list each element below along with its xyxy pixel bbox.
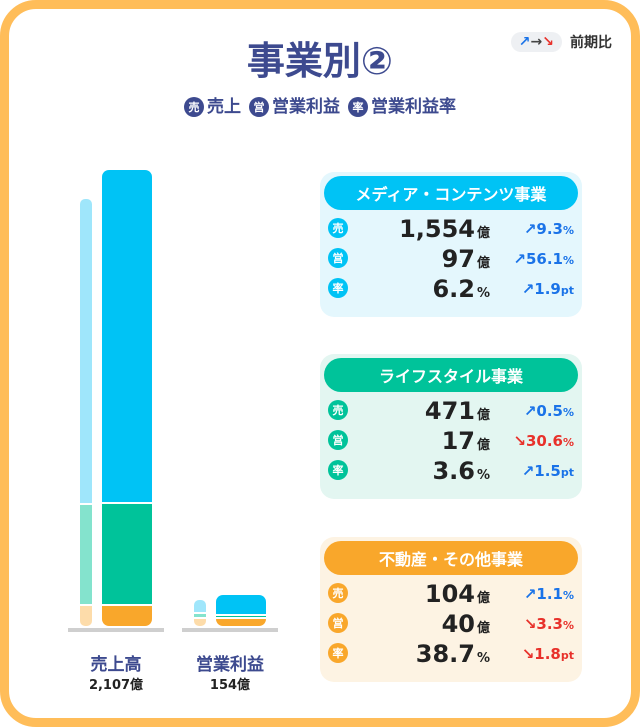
segment-title: メディア・コンテンツ事業 [324,176,578,210]
metric-row: 売 471 億 ↗0.5% [320,396,582,426]
bar-op-current-lifestyle [216,615,266,618]
metric-change: ↘3.3% [523,615,574,633]
metric-value: 3.6% [432,457,490,485]
segment-title: ライフスタイル事業 [324,358,578,392]
metric-badge-icon: 率 [328,278,348,298]
trend-arrows-icon: ↗→↘ [510,32,562,52]
metric-value: 17 億 [441,427,490,455]
arrow-up-icon: ↗ [513,250,526,268]
metric-value: 6.2% [432,275,490,303]
metric-change: ↗1.1% [523,585,574,603]
axis-baseline [182,628,278,632]
segment-panel-other: 不動産・その他事業 売 104 億 ↗1.1% 営 40 億 ↘3.3% 率 38.… [320,537,582,682]
bar-sales-current-other [102,605,152,626]
metric-value: 471 億 [424,397,490,425]
segment-title: 不動産・その他事業 [324,541,578,575]
metric-row: 率 3.6% ↗1.5pt [320,456,582,486]
metric-row: 営 40 億 ↘3.3% [320,609,582,639]
compare-label: 前期比 [570,35,612,51]
metric-badge-icon: 営 [328,248,348,268]
bar-sales-prev-media [80,199,92,504]
bar-op-current-media [216,594,266,614]
arrow-down-icon: ↘ [523,615,537,633]
bar-op-prev-other [194,619,206,626]
bar-sales-current-lifestyle [102,504,152,604]
sales-badge-icon: 売 [184,97,204,117]
metric-change: ↘1.8pt [521,645,574,663]
metric-badge-icon: 売 [328,400,348,420]
bar-sales-prev-lifestyle [80,505,92,604]
metric-value: 40 億 [441,610,490,638]
metric-change: ↗1.9pt [521,280,574,298]
compare-legend: ↗→↘ 前期比 [510,32,612,52]
metric-badge-icon: 売 [328,583,348,603]
segment-panel-lifestyle: ライフスタイル事業 売 471 億 ↗0.5% 営 17 億 ↘30.6% 率 3.… [320,354,582,499]
metric-key: 売売上 営営業利益 率営業利益率 [0,92,640,117]
bar-op-prev-lifestyle [194,613,206,618]
axis-baseline [68,628,164,632]
bar-total-sales: 2,107億 [88,678,144,693]
metric-change: ↗0.5% [523,402,574,420]
metric-change: ↘30.6% [513,432,574,450]
arrow-up-icon: ↗ [521,462,535,480]
arrow-up-icon: ↗ [523,585,537,603]
bar-op-current-other [216,619,266,626]
metric-badge-icon: 売 [328,218,348,238]
bar-label-op: 営業利益 [196,655,264,675]
arrow-down-icon: ↘ [521,645,535,663]
arrow-up-icon: ↗ [523,220,537,238]
arrow-up-icon: ↗ [521,280,535,298]
page-title: 事業別② [246,39,394,83]
metric-value: 38.7% [415,640,490,668]
metric-row: 営 97 億 ↗56.1% [320,244,582,274]
key-sales: 売売上 [184,92,241,117]
bar-label-sales: 売上高 [90,655,142,675]
arrow-down-icon: ↘ [513,432,526,450]
bar-sales-prev-other [80,605,92,626]
key-op-margin: 率営業利益率 [348,92,456,117]
metric-badge-icon: 率 [328,460,348,480]
bar-op-prev-media [194,600,206,612]
op-badge-icon: 営 [249,97,269,117]
metric-value: 97 億 [441,245,490,273]
metric-badge-icon: 営 [328,430,348,450]
metric-row: 売 1,554 億 ↗9.3% [320,214,582,244]
metric-badge-icon: 営 [328,613,348,633]
metric-change: ↗9.3% [523,220,574,238]
metric-change: ↗56.1% [513,250,574,268]
bar-total-op: 154億 [209,678,251,693]
key-op-profit: 営営業利益 [249,92,340,117]
segment-panel-media: メディア・コンテンツ事業 売 1,554 億 ↗9.3% 営 97 億 ↗56.1%… [320,172,582,317]
margin-badge-icon: 率 [348,97,368,117]
metric-badge-icon: 率 [328,643,348,663]
metric-row: 率 38.7% ↘1.8pt [320,639,582,669]
metric-value: 1,554 億 [399,215,490,243]
arrow-up-icon: ↗ [523,402,537,420]
metric-row: 売 104 億 ↗1.1% [320,579,582,609]
metric-value: 104 億 [424,580,490,608]
metric-change: ↗1.5pt [521,462,574,480]
metric-row: 営 17 億 ↘30.6% [320,426,582,456]
bar-sales-current-media [102,170,152,503]
metric-row: 率 6.2% ↗1.9pt [320,274,582,304]
